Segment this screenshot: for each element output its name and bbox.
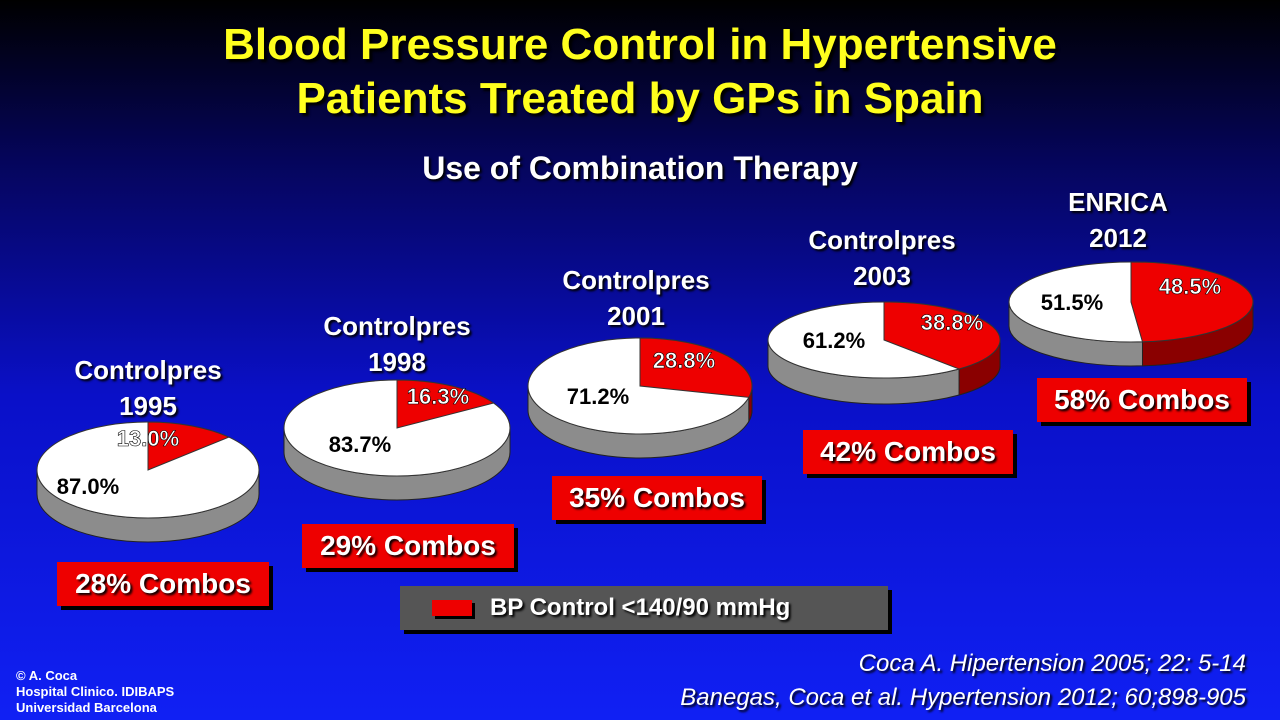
combos-box-2001: 35% Combos	[552, 476, 762, 520]
pie-slice-controlled-1995	[147, 421, 231, 471]
pie-year: 2001	[607, 301, 665, 331]
pie-label-controlled-2012: 48.5%	[1159, 274, 1221, 299]
pie-label-uncontrolled-1995: 87.0%	[57, 474, 119, 499]
pie-label-uncontrolled-2012: 51.5%	[1041, 290, 1103, 315]
pie-year: 2003	[853, 261, 911, 291]
pie-2012: 48.5% 51.5%	[1008, 261, 1254, 367]
reference-2: Banegas, Coca et al. Hypertension 2012; …	[680, 684, 1246, 711]
pie-study-name: Controlpres	[74, 355, 222, 385]
pie-label-uncontrolled-2001: 71.2%	[567, 384, 629, 409]
legend: BP Control <140/90 mmHg	[400, 586, 888, 630]
pie-year: 2012	[1089, 223, 1147, 253]
pie-slice-controlled-2012	[1130, 261, 1254, 343]
pie-year: 1998	[368, 347, 426, 377]
credit-line-1: © A. Coca	[16, 668, 78, 683]
reference-1: Coca A. Hipertension 2005; 22: 5-14	[858, 650, 1246, 677]
combos-box-1998: 29% Combos	[302, 524, 514, 568]
pie-label-controlled-2001: 28.8%	[653, 348, 715, 373]
pie-slice-controlled-2003	[883, 301, 1001, 370]
pie-1995: 13.0% 87.0%	[36, 421, 260, 543]
pie-study-name: Controlpres	[323, 311, 471, 341]
credit-line-3: Universidad Barcelona	[16, 700, 157, 715]
legend-label: BP Control <140/90 mmHg	[490, 594, 791, 621]
pie-title-1998: Controlpres 1998	[267, 308, 527, 380]
combos-box-2012: 58% Combos	[1037, 378, 1247, 422]
pie-slice-controlled-1998	[396, 379, 495, 429]
pie-slice-controlled-2001	[639, 337, 753, 398]
pie-label-uncontrolled-2003: 61.2%	[803, 328, 865, 353]
pie-label-controlled-1995: 13.0%	[117, 426, 179, 451]
pie-label-controlled-1998: 16.3%	[407, 384, 469, 409]
combos-box-1995: 28% Combos	[57, 562, 269, 606]
legend-swatch	[432, 600, 472, 616]
copyright-credit: © A. Coca Hospital Clinico. IDIBAPS Univ…	[16, 668, 174, 716]
pie-title-2012: ENRICA 2012	[988, 184, 1248, 256]
pie-label-uncontrolled-1998: 83.7%	[329, 432, 391, 457]
pie-title-2001: Controlpres 2001	[506, 262, 766, 334]
credit-line-2: Hospital Clinico. IDIBAPS	[16, 684, 175, 699]
combos-box-2003: 42% Combos	[803, 430, 1013, 474]
pie-study-name: Controlpres	[808, 225, 956, 255]
slide-title: Blood Pressure Control in Hypertensive P…	[0, 18, 1280, 126]
pie-title-1995: Controlpres 1995	[18, 352, 278, 424]
pie-year: 1995	[119, 391, 177, 421]
pie-study-name: Controlpres	[562, 265, 710, 295]
pie-study-name: ENRICA	[1068, 187, 1168, 217]
slide-subtitle: Use of Combination Therapy	[422, 150, 858, 186]
pie-label-controlled-2003: 38.8%	[921, 310, 983, 335]
pie-title-2003: Controlpres 2003	[752, 222, 1012, 294]
pie-1998: 16.3% 83.7%	[283, 379, 511, 501]
title-line-1: Blood Pressure Control in Hypertensive	[223, 20, 1057, 69]
pie-2001: 28.8% 71.2%	[527, 337, 753, 459]
pie-2003: 38.8% 61.2%	[767, 301, 1001, 405]
title-line-2: Patients Treated by GPs in Spain	[296, 74, 984, 123]
